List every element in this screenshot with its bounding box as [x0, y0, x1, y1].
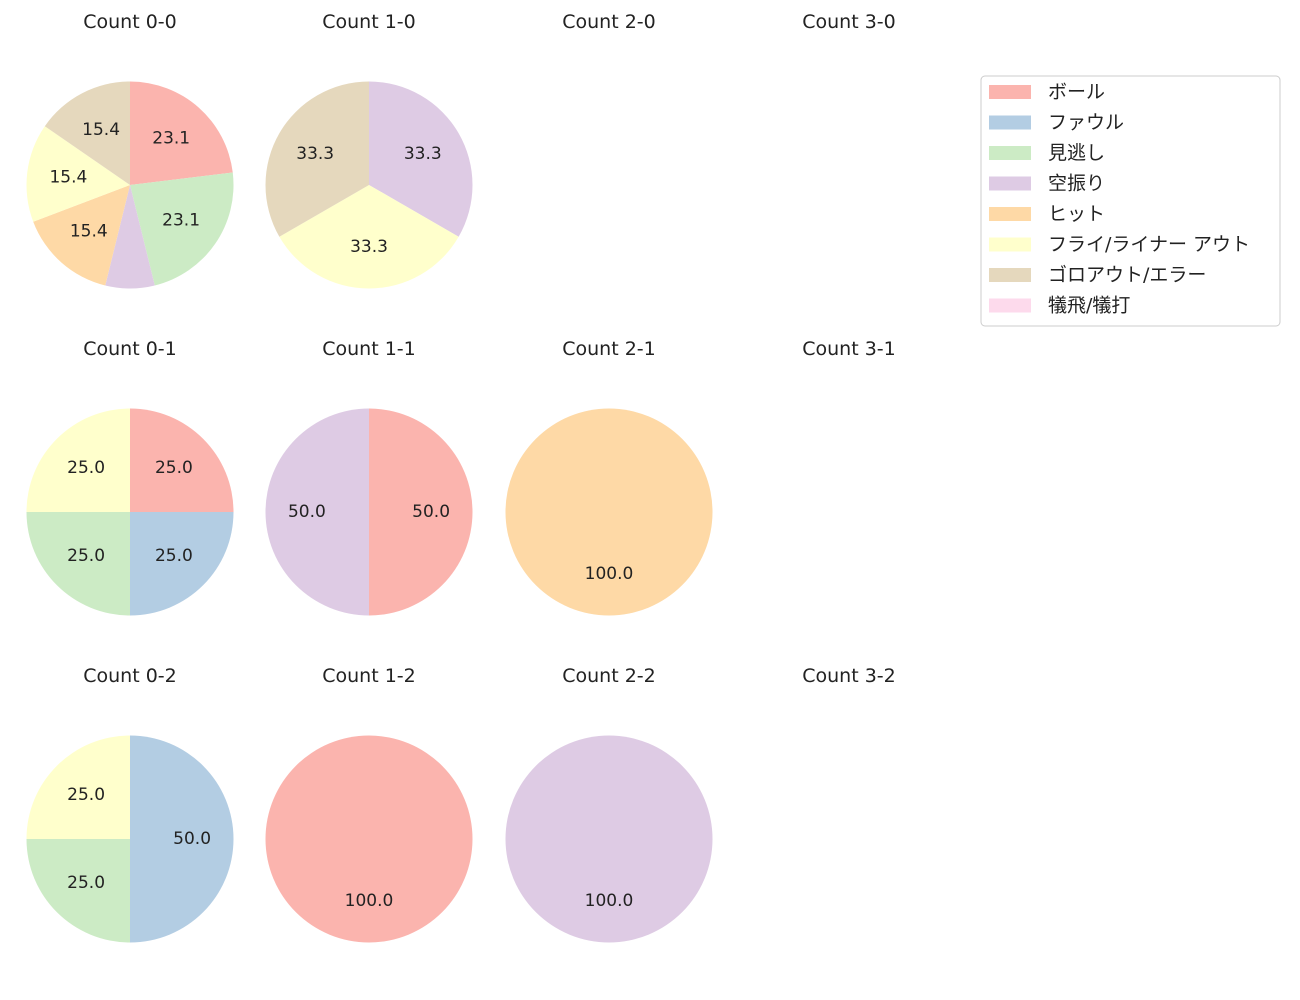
pie-chart: Count 1-0 33.3 33.3 33.3 — [265, 11, 473, 289]
pie-chart: Count 0-2 50.0 25.0 25.0 — [26, 665, 234, 943]
pie-slice-label: 50.0 — [173, 829, 211, 849]
pie-slice — [130, 735, 234, 943]
pie-slice — [369, 408, 473, 616]
legend-item: 犠飛/犠打 — [989, 295, 1130, 317]
pie-chart: Count 1-2 100.0 — [265, 665, 473, 943]
legend-swatch — [989, 298, 1031, 313]
legend-swatch — [989, 146, 1031, 160]
pie-title: Count 0-1 — [83, 338, 177, 360]
legend-swatch — [989, 207, 1031, 221]
legend-label: 犠飛/犠打 — [1048, 295, 1130, 317]
pie-slice — [265, 81, 369, 237]
pie-chart: Count 2-1 100.0 — [505, 338, 713, 616]
pie-chart: Count 2-0 — [562, 11, 656, 33]
pie-slice — [130, 512, 234, 616]
legend-label: 見逃し — [1048, 142, 1105, 164]
pie-slice-label: 100.0 — [345, 891, 394, 911]
legend-label: ゴロアウト/エラー — [1048, 264, 1206, 286]
pie-slice — [279, 185, 459, 289]
legend-swatch — [989, 85, 1031, 99]
pie-title: Count 0-2 — [83, 665, 177, 687]
pies-group: Count 0-0 23.1 23.1 15.4 15.4 15.4 Count 1-0 33… — [26, 11, 896, 943]
pie-title: Count 3-1 — [802, 338, 896, 360]
pie-slice — [130, 408, 234, 512]
pie-title: Count 2-2 — [562, 665, 656, 687]
pie-slice — [26, 126, 131, 222]
legend-label: フライ/ライナー アウト — [1048, 234, 1250, 256]
pie-slice-label: 25.0 — [67, 458, 105, 478]
pie-slice-label: 25.0 — [67, 785, 105, 805]
legend-item: 空振り — [989, 173, 1105, 195]
pie-title: Count 0-0 — [83, 11, 177, 33]
pie-slice — [26, 839, 130, 943]
legend-item: 見逃し — [989, 142, 1105, 164]
pie-slice — [130, 172, 234, 286]
pie-slice-label: 100.0 — [585, 564, 634, 584]
legend-item: ファウル — [989, 112, 1124, 134]
legend-label: 空振り — [1048, 173, 1105, 195]
pie-title: Count 2-0 — [562, 11, 656, 33]
legend-item: ボール — [989, 81, 1105, 103]
legend-frame — [980, 75, 1281, 327]
legend-item: ヒット — [989, 203, 1105, 225]
legend-label: ファウル — [1048, 112, 1124, 134]
pie-slice — [105, 185, 155, 289]
pie-slice — [26, 512, 130, 616]
pie-title: Count 1-2 — [322, 665, 416, 687]
pie-slice — [369, 81, 473, 237]
pie-chart: Count 0-1 25.0 25.0 25.0 25.0 — [26, 338, 234, 616]
pie-chart: Count 3-1 — [802, 338, 896, 360]
pie-slice-label: 100.0 — [585, 891, 634, 911]
pie-slice-label: 25.0 — [155, 546, 193, 566]
pie-slice — [265, 735, 473, 943]
legend-item: ゴロアウト/エラー — [989, 264, 1206, 286]
pie-slice-label: 25.0 — [67, 873, 105, 893]
pie-slice — [26, 408, 130, 512]
legend-swatch — [989, 237, 1031, 252]
pie-slice-label: 50.0 — [412, 502, 450, 522]
pie-title: Count 2-1 — [562, 338, 656, 360]
pie-slice — [265, 408, 369, 616]
pie-chart: Count 0-0 23.1 23.1 15.4 15.4 15.4 — [26, 11, 234, 289]
pie-title: Count 3-0 — [802, 11, 896, 33]
legend-swatch — [989, 268, 1031, 282]
pie-slice-label: 23.1 — [162, 210, 200, 230]
pie-slice — [505, 735, 713, 943]
pie-slice-label: 15.4 — [49, 168, 87, 188]
pie-slice-label: 15.4 — [70, 222, 108, 242]
pie-title: Count 3-2 — [802, 665, 896, 687]
legend-label: ボール — [1048, 81, 1105, 103]
pie-slice — [26, 735, 130, 839]
pie-chart: Count 1-1 50.0 50.0 — [265, 338, 473, 616]
pie-chart: Count 3-2 — [802, 665, 896, 687]
pie-slice-label: 25.0 — [67, 546, 105, 566]
legend-label: ヒット — [1048, 203, 1105, 225]
pie-title: Count 1-1 — [322, 338, 416, 360]
pie-slice — [130, 81, 233, 185]
pie-title: Count 1-0 — [322, 11, 416, 33]
pie-slice-label: 23.1 — [152, 129, 190, 149]
pie-slice-label: 33.3 — [296, 144, 334, 164]
pie-slice — [505, 408, 713, 616]
pie-slice — [44, 81, 130, 185]
pie-chart: Count 3-0 — [802, 11, 896, 33]
pie-slice-label: 33.3 — [404, 144, 442, 164]
legend-item: フライ/ライナー アウト — [989, 234, 1250, 256]
legend-swatch — [989, 115, 1031, 130]
legend-swatch — [989, 176, 1031, 191]
pie-slice-label: 50.0 — [288, 502, 326, 522]
pie-slice — [33, 185, 131, 286]
pie-slice-label: 33.3 — [350, 237, 388, 257]
pie-slice-label: 15.4 — [82, 120, 120, 140]
pie-slice-label: 25.0 — [155, 458, 193, 478]
pie-chart: Count 2-2 100.0 — [505, 665, 713, 943]
